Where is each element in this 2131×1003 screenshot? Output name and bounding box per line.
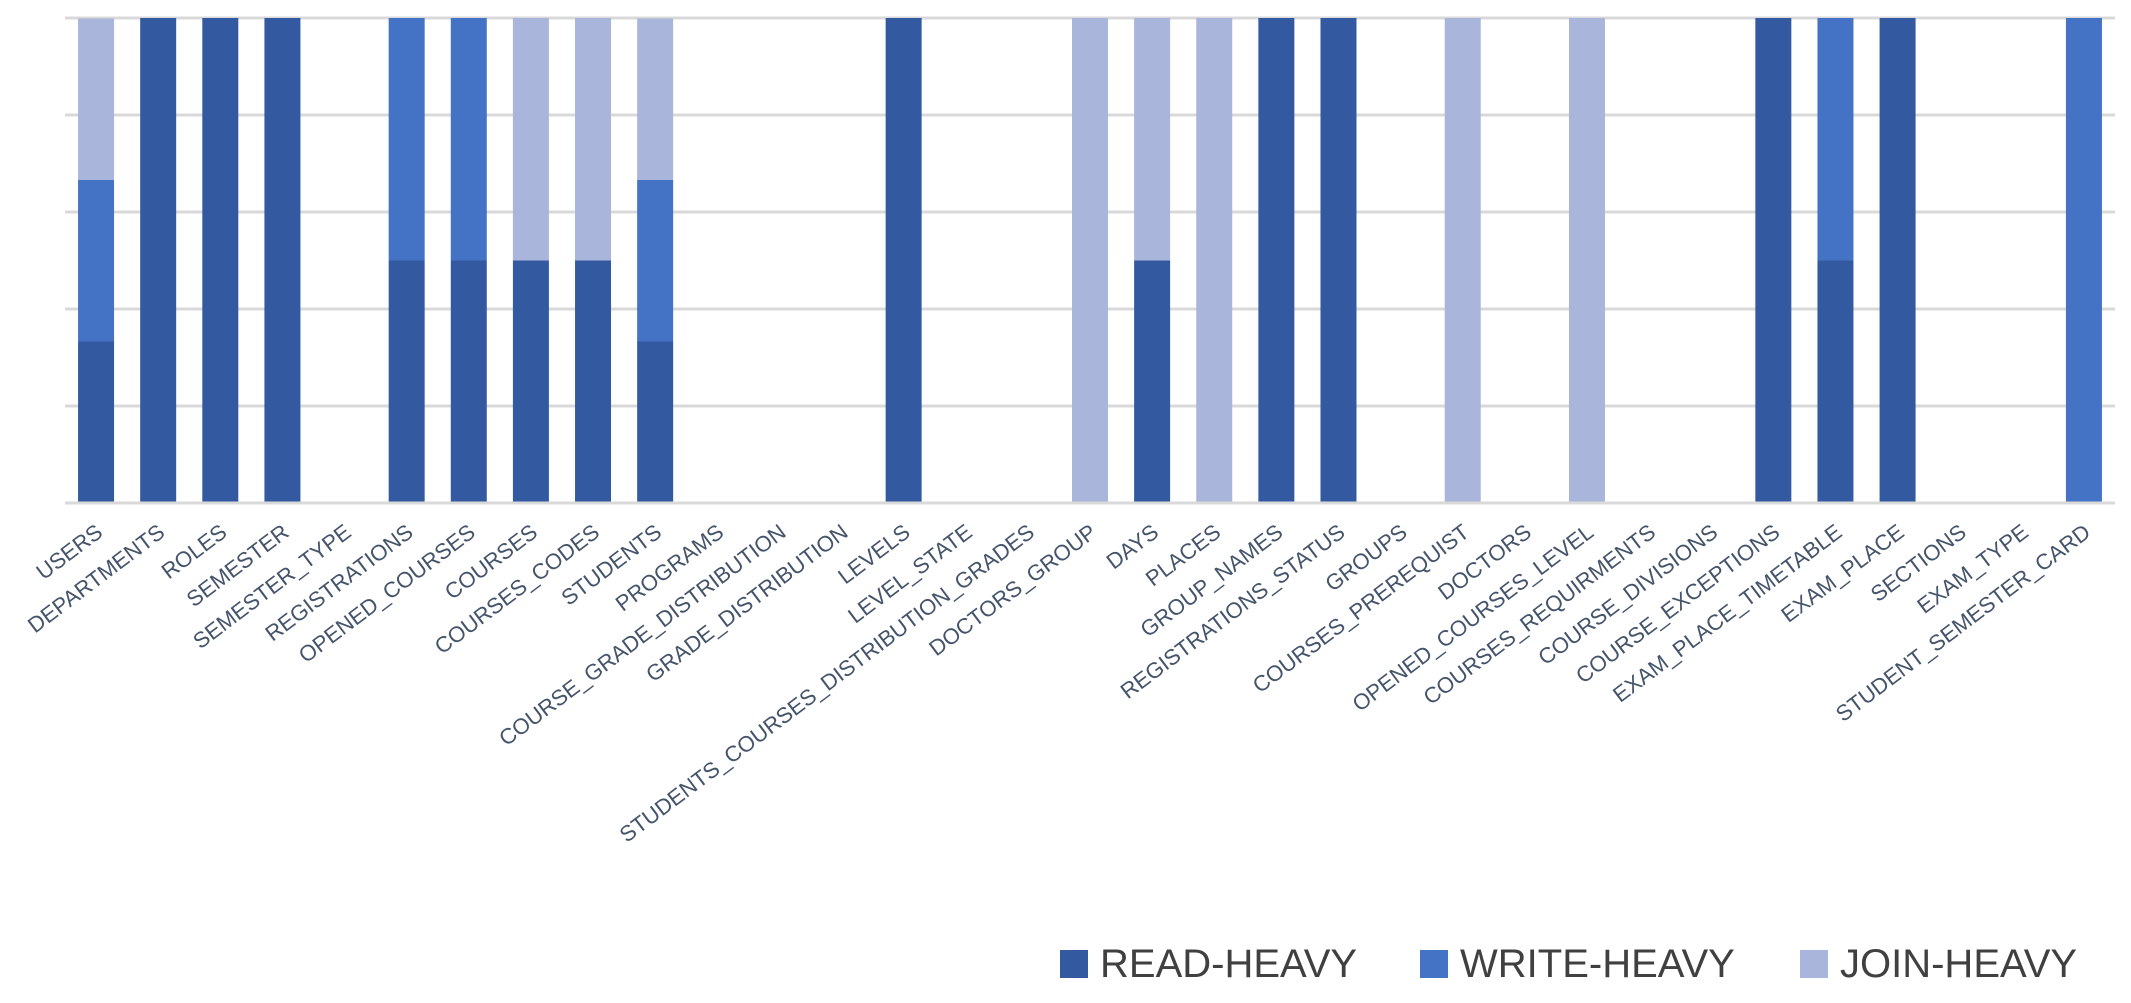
bar-segment	[388, 260, 425, 503]
bar-segment	[1568, 18, 1605, 503]
legend-label: WRITE-HEAVY	[1460, 942, 1735, 986]
legend-swatch	[1060, 950, 1088, 978]
legend-swatch	[1420, 950, 1448, 978]
bar-segment	[637, 179, 674, 342]
bar-segment	[575, 260, 612, 503]
legend: READ-HEAVY WRITE-HEAVY JOIN-HEAVY	[1060, 942, 2077, 986]
bar-segment	[78, 341, 115, 503]
bar-segment	[2065, 18, 2102, 503]
bar-segment	[885, 18, 922, 503]
bar-segment	[1134, 260, 1171, 503]
bar-segment	[512, 18, 549, 261]
bar-segment	[637, 18, 674, 180]
bar-segment	[512, 260, 549, 503]
legend-swatch	[1800, 950, 1828, 978]
bar-segment	[264, 18, 301, 503]
bar-segment	[78, 18, 115, 180]
bar-segment	[1320, 18, 1357, 503]
bar-segment	[78, 179, 115, 342]
bar-segment	[1444, 18, 1481, 503]
bar-segment	[637, 341, 674, 503]
bar-segment	[1755, 18, 1792, 503]
legend-label: JOIN-HEAVY	[1840, 942, 2077, 986]
bars	[78, 18, 2102, 503]
bar-segment	[140, 18, 177, 503]
bar-segment	[202, 18, 239, 503]
bar-segment	[1879, 18, 1916, 503]
legend-label: READ-HEAVY	[1100, 942, 1357, 986]
bar-segment	[575, 18, 612, 261]
x-tick-labels: USERSDEPARTMENTSROLESSEMESTERSEMESTER_TY…	[23, 519, 2095, 847]
bar-segment	[1258, 18, 1295, 503]
bar-segment	[450, 18, 487, 261]
bar-segment	[1196, 18, 1233, 503]
bar-segment	[1134, 18, 1171, 261]
bar-segment	[1817, 260, 1854, 503]
bar-segment	[1072, 18, 1108, 503]
bar-segment	[450, 260, 487, 503]
bar-segment	[1817, 18, 1854, 261]
bar-segment	[388, 18, 425, 261]
